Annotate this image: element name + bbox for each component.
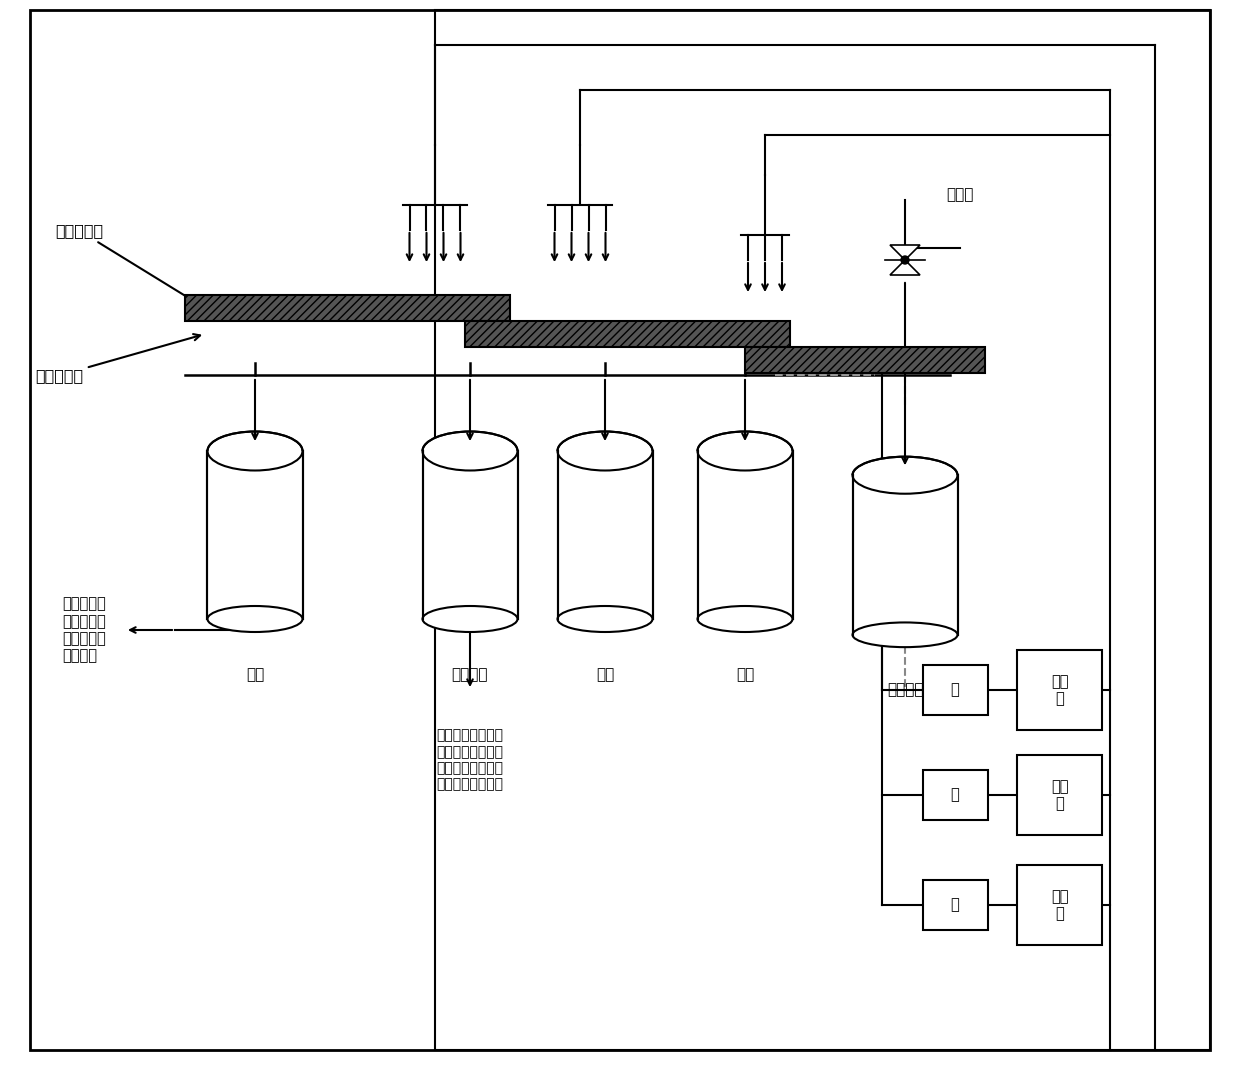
Text: 泵: 泵: [951, 683, 960, 698]
Bar: [697, 451, 792, 619]
Text: 酸棉混合物: 酸棉混合物: [55, 222, 201, 306]
Bar: [923, 665, 987, 715]
Bar: [745, 347, 985, 373]
Ellipse shape: [853, 622, 957, 647]
Bar: [853, 475, 957, 635]
Bar: [1018, 755, 1102, 835]
Text: 泵: 泵: [951, 897, 960, 913]
Ellipse shape: [423, 606, 517, 632]
Ellipse shape: [207, 606, 303, 632]
Text: 洗涤废酸送废酸处
理稀酸、硫酸分离
提浓后回用于混酸
配制时所需原料酸: 洗涤废酸送废酸处 理稀酸、硫酸分离 提浓后回用于混酸 配制时所需原料酸: [436, 729, 503, 792]
Bar: [465, 321, 790, 347]
Bar: [558, 451, 652, 619]
Text: 废酸: 废酸: [246, 667, 264, 681]
Ellipse shape: [697, 606, 792, 632]
Circle shape: [901, 256, 909, 264]
Bar: [1018, 865, 1102, 945]
Ellipse shape: [853, 457, 957, 494]
Text: 洗涤废酸: 洗涤废酸: [451, 667, 489, 681]
Text: 离心机筛板: 离心机筛板: [35, 334, 200, 383]
Bar: [185, 295, 510, 321]
Bar: [1018, 650, 1102, 730]
Ellipse shape: [558, 432, 652, 471]
Ellipse shape: [207, 432, 303, 471]
Polygon shape: [890, 260, 920, 275]
Text: 换热
器: 换热 器: [1052, 779, 1069, 811]
Ellipse shape: [697, 432, 792, 471]
Ellipse shape: [423, 432, 517, 471]
Bar: [923, 770, 987, 820]
Text: 稀酸: 稀酸: [735, 667, 754, 681]
Text: 置换水槽: 置换水槽: [887, 681, 924, 697]
Bar: [435, 10, 1210, 1050]
Bar: [923, 880, 987, 930]
Bar: [207, 451, 303, 619]
Bar: [423, 451, 517, 619]
Text: 换热
器: 换热 器: [1052, 889, 1069, 921]
Text: 高浓度废酸
循环用于供
稀化反应的
混酸配制: 高浓度废酸 循环用于供 稀化反应的 混酸配制: [62, 596, 105, 663]
Text: 自来水: 自来水: [946, 188, 973, 203]
Text: 换热
器: 换热 器: [1052, 674, 1069, 706]
Text: 泵: 泵: [951, 787, 960, 802]
Text: 浓酸: 浓酸: [596, 667, 614, 681]
Polygon shape: [890, 245, 920, 260]
Ellipse shape: [558, 606, 652, 632]
